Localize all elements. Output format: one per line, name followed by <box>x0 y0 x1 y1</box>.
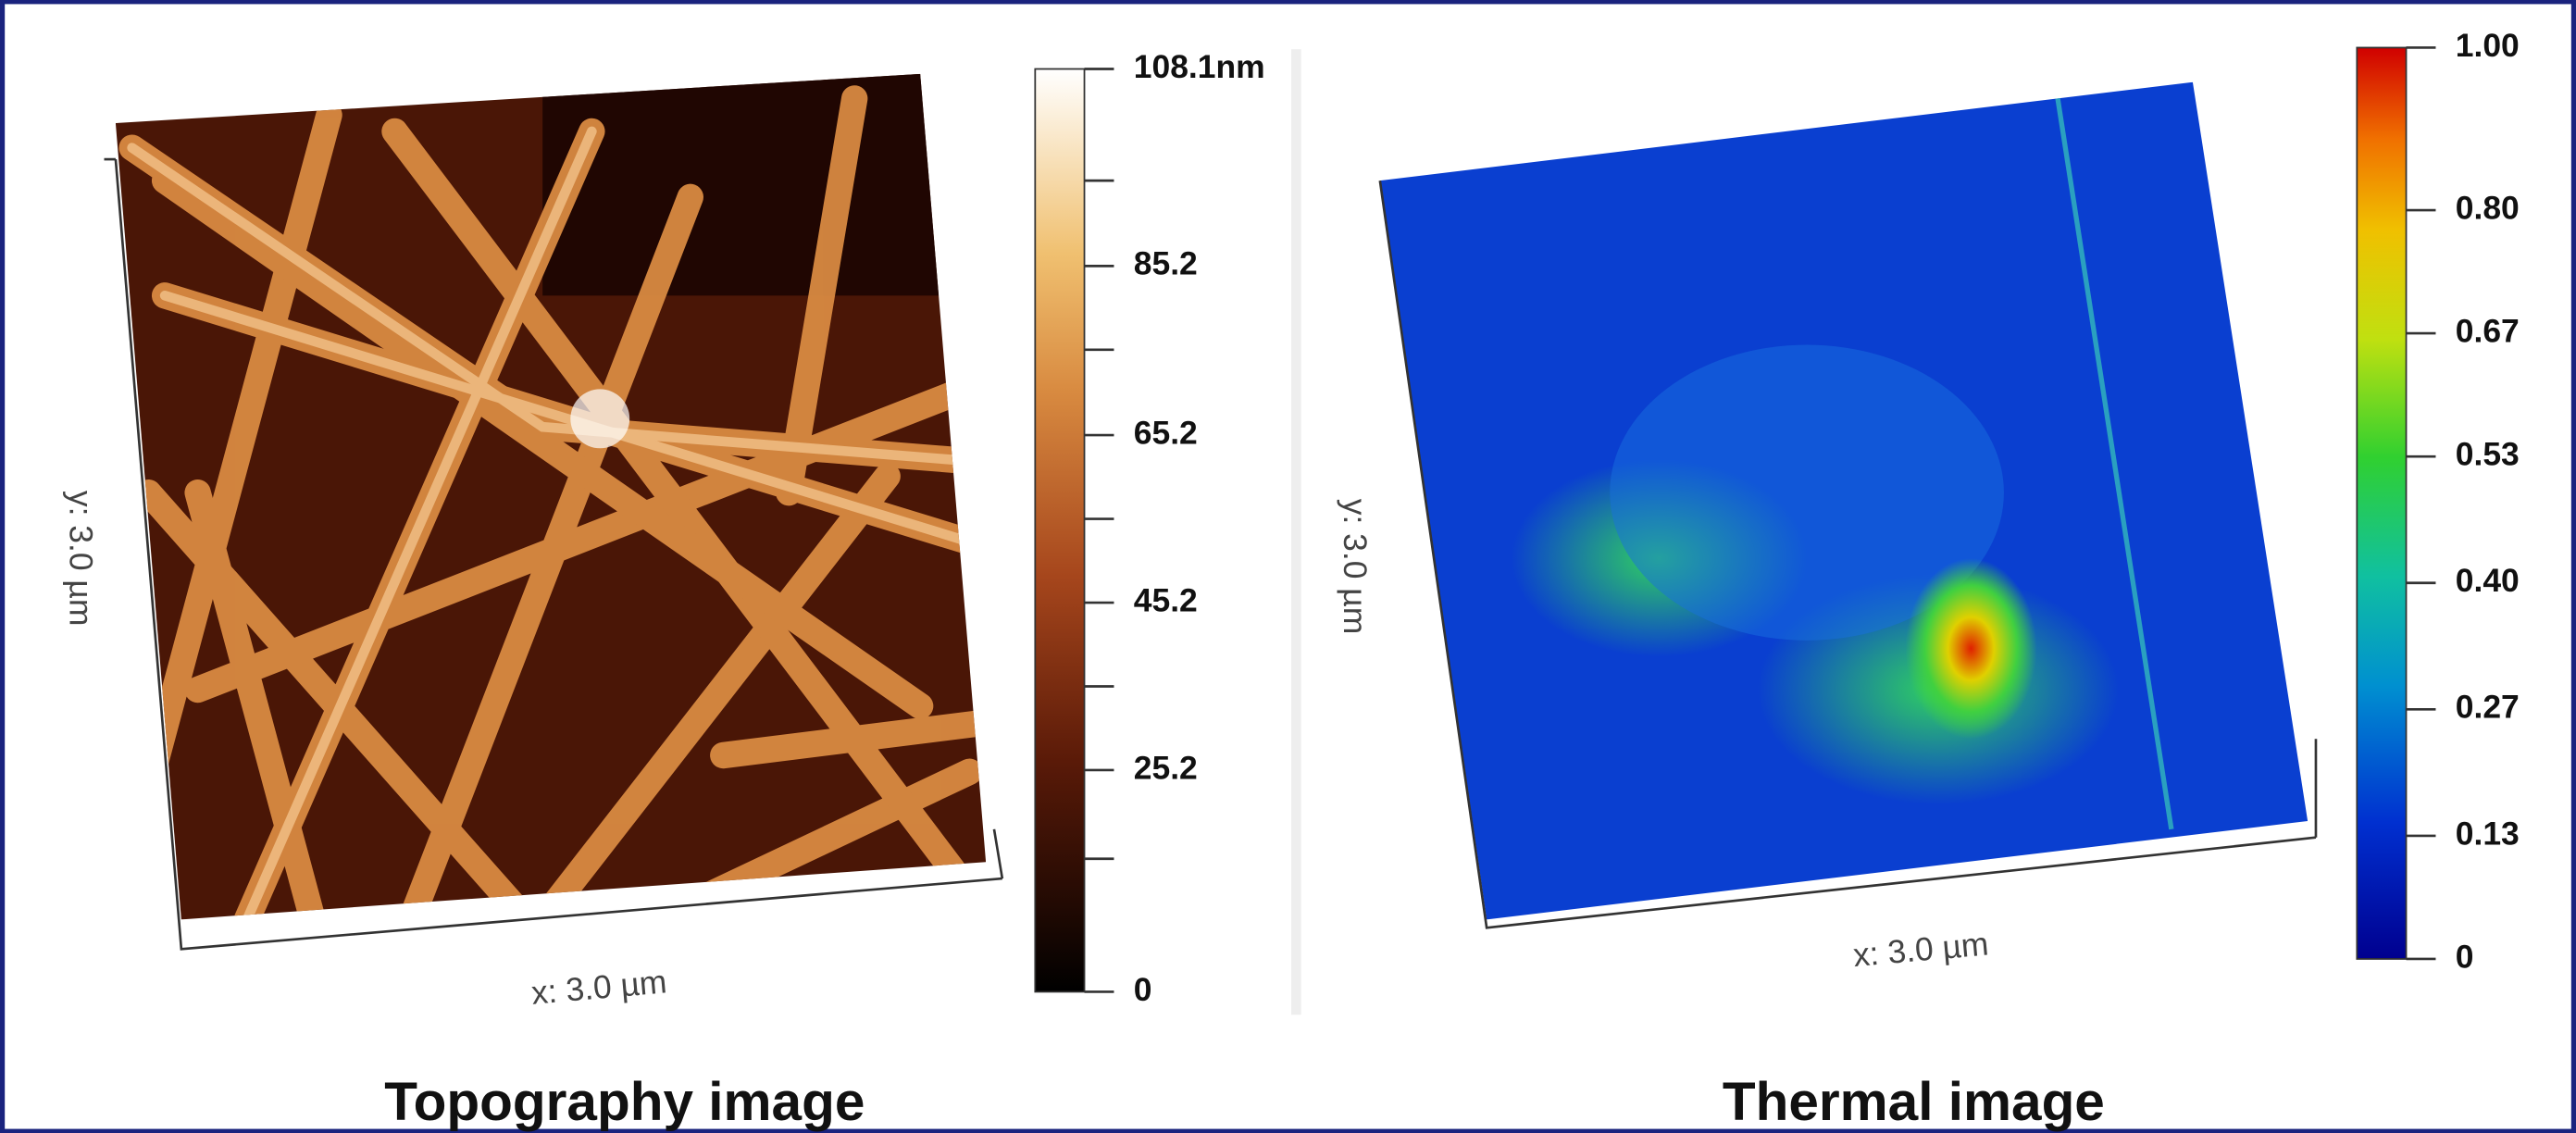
colorbar-tick-label: 0.40 <box>2456 562 2520 599</box>
colorbar-tick-label: 65.2 <box>1134 414 1198 451</box>
colorbar-tick-label: 85.2 <box>1134 245 1198 282</box>
colorbar-tick-label: 1.00 <box>2456 27 2520 64</box>
colorbar-tick-label: 0.67 <box>2456 312 2520 349</box>
figure: Topography imagex: 3.0 µmy: 3.0 µm108.1n… <box>0 0 2576 1133</box>
colorbar-tick-label: 0 <box>2456 938 2474 975</box>
y-axis-label: y: 3.0 µm <box>1337 499 1374 635</box>
divider <box>1291 49 1301 1015</box>
colorbar-tick-label: 0.27 <box>2456 689 2520 726</box>
panel-title: Thermal image <box>1723 1072 2105 1132</box>
colorbar-tick-label: 45.2 <box>1134 581 1198 618</box>
topography-image <box>99 66 1018 936</box>
colorbar-tick-label: 0 <box>1134 971 1152 1008</box>
page: {"topography": {"title": "Topography ima… <box>0 0 2576 1133</box>
thermal-image <box>1363 66 2333 936</box>
colorbar-tick-label: 0.53 <box>2456 436 2520 473</box>
colorbar <box>1035 69 1084 992</box>
colorbar <box>2357 47 2406 959</box>
colorbar-tick-label: 108.1nm <box>1134 48 1265 85</box>
colorbar-tick-label: 0.13 <box>2456 815 2520 852</box>
colorbar-tick-label: 0.80 <box>2456 189 2520 226</box>
y-axis-label: y: 3.0 µm <box>62 491 99 627</box>
colorbar-tick-label: 25.2 <box>1134 749 1198 786</box>
panel-title: Topography image <box>384 1072 865 1132</box>
